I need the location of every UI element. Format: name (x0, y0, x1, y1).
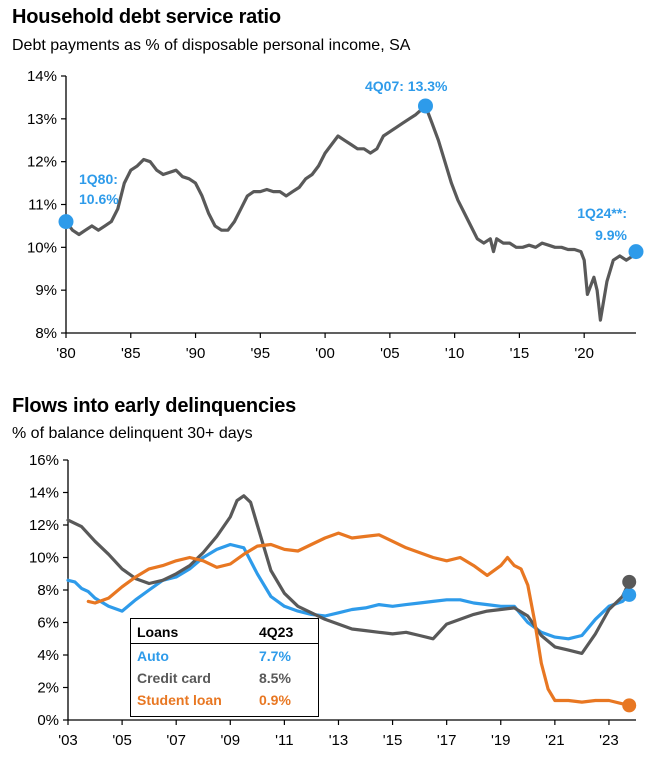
legend-value-student-loan: 0.9% (259, 692, 291, 708)
chart1-annotation-label: 1Q80: (79, 171, 118, 187)
chart2-x-tick-label: '15 (383, 732, 403, 749)
chart1-x-tick-label: '85 (121, 345, 141, 362)
chart1-x-tick-label: '15 (510, 345, 530, 362)
legend-value-credit-card: 8.5% (259, 670, 291, 686)
legend-header-period: 4Q23 (259, 624, 294, 640)
chart1-x-tick-label: '90 (186, 345, 206, 362)
chart1-annotation-marker (58, 214, 74, 230)
chart2-y-tick-label: 16% (29, 452, 59, 469)
chart1-annotation-value: 10.6% (79, 191, 119, 207)
chart2-x-tick-label: '13 (329, 732, 349, 749)
chart2-subtitle: % of balance delinquent 30+ days (12, 425, 253, 442)
chart1-annotation-label: 1Q24**: (577, 205, 627, 221)
chart2-x-tick-label: '17 (437, 732, 457, 749)
chart1-y-tick-label: 11% (28, 197, 57, 214)
chart1-annotation-value: 9.9% (595, 227, 627, 243)
legend-header: Loans 4Q23 (137, 622, 310, 642)
debt-service-chart: 8% 9% 10% 11% 12% 13% 14% '80 '85 '90 '95 '00 '05 '10… (27, 68, 644, 362)
chart2-series-student-loan (86, 531, 631, 707)
chart1-subtitle: Debt payments as % of disposable persona… (12, 37, 411, 54)
chart2-endpoint-credit-card (622, 574, 637, 589)
chart2-y-tick-label: 12% (29, 517, 59, 534)
chart1-x-tick-label: '95 (251, 345, 271, 362)
chart2-y-tick-label: 4% (37, 647, 59, 664)
chart2-y-tick-label: 0% (37, 712, 59, 729)
chart2-y-tick-label: 2% (37, 680, 59, 697)
chart1-y-tick-label: 14% (27, 68, 57, 85)
chart2-y-tick-label: 6% (37, 615, 59, 632)
chart2-x-tick-label: '07 (166, 732, 186, 749)
chart2-x-tick-label: '23 (599, 732, 619, 749)
legend-row-credit-card: Credit card 8.5% (137, 668, 310, 688)
legend-label-credit-card: Credit card (137, 670, 211, 686)
legend-label-auto: Auto (137, 648, 169, 664)
chart2-endpoint-student-loan (622, 698, 637, 713)
chart1-y-tick-label: 9% (35, 282, 57, 299)
chart2-y-tick-label: 8% (37, 582, 59, 599)
chart1-annotation-marker (628, 244, 644, 260)
legend-table: Loans 4Q23 Auto 7.7% Credit card 8.5% St… (130, 618, 319, 717)
chart1-y-tick-label: 12% (27, 154, 57, 171)
chart2-x-tick-label: '21 (545, 732, 565, 749)
chart1-title: Household debt service ratio (12, 6, 281, 28)
legend-row-auto: Auto 7.7% (137, 646, 310, 666)
chart1-x-tick-label: '20 (574, 345, 594, 362)
chart2-y-tick-label: 14% (29, 485, 59, 502)
legend-row-student-loan: Student loan 0.9% (137, 690, 310, 710)
chart2-x-tick-label: '19 (491, 732, 511, 749)
chart2-x-tick-label: '05 (112, 732, 132, 749)
chart1-y-tick-label: 13% (27, 111, 57, 128)
chart2-x-tick-label: '09 (221, 732, 241, 749)
chart2-y-tick-label: 10% (29, 550, 59, 567)
chart2-x-tick-label: '03 (58, 732, 78, 749)
legend-header-loans: Loans (137, 624, 179, 640)
chart1-series-debt-service-ratio (64, 104, 638, 322)
chart2-title: Flows into early delinquencies (12, 395, 297, 417)
chart2-x-tick-label: '11 (275, 732, 293, 749)
legend-value-auto: 7.7% (259, 648, 291, 664)
chart1-x-tick-label: '05 (380, 345, 400, 362)
chart1-y-tick-label: 8% (35, 325, 57, 342)
chart1-x-tick-label: '10 (445, 345, 465, 362)
chart2-endpoint-auto (622, 587, 637, 602)
chart1-annotation-marker (417, 98, 433, 114)
legend-divider (131, 643, 318, 644)
legend-label-student-loan: Student loan (137, 692, 222, 708)
chart1-annotation-label: 4Q07: 13.3% (365, 78, 448, 94)
chart1-y-tick-label: 10% (27, 239, 57, 256)
chart1-x-tick-label: '80 (56, 345, 76, 362)
chart1-x-tick-label: '00 (315, 345, 335, 362)
